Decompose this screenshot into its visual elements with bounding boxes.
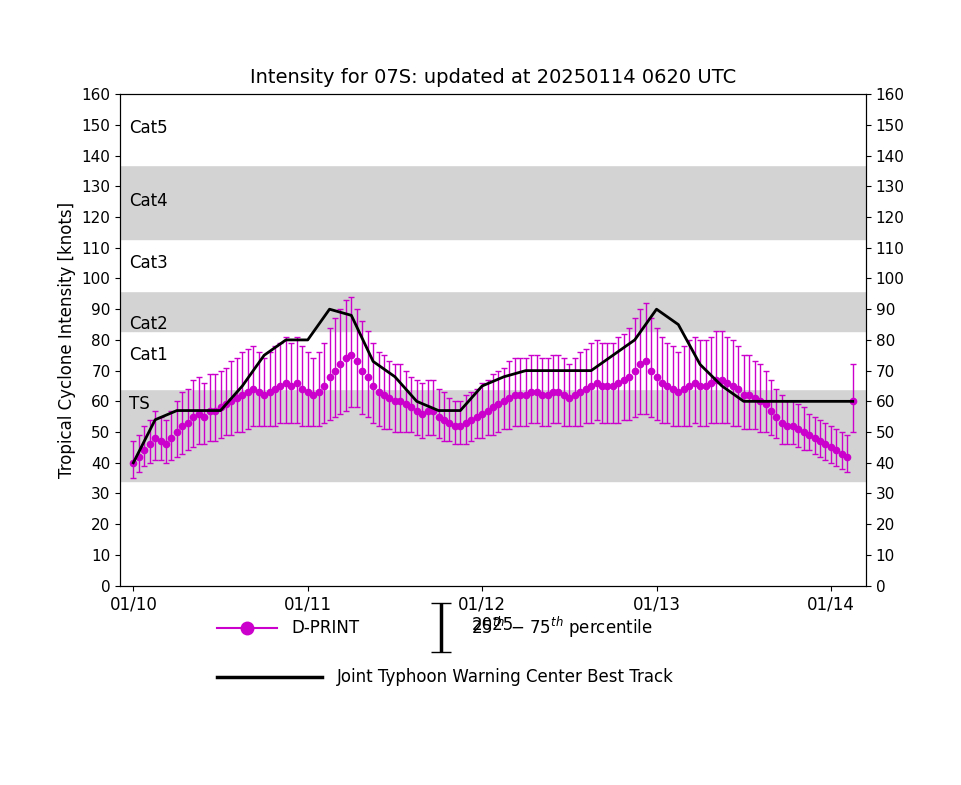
Bar: [120, 290, 865, 330]
Text: Cat2: Cat2: [129, 316, 168, 334]
Text: Joint Typhoon Warning Center Best Track: Joint Typhoon Warning Center Best Track: [336, 668, 673, 686]
Bar: [120, 330, 865, 389]
Text: TS: TS: [129, 395, 150, 413]
Title: Intensity for 07S: updated at 20250114 0620 UTC: Intensity for 07S: updated at 20250114 0…: [250, 68, 735, 87]
Bar: [120, 165, 865, 239]
X-axis label: 2025: 2025: [472, 616, 513, 634]
Text: Cat4: Cat4: [129, 192, 167, 210]
Text: Cat3: Cat3: [129, 254, 168, 272]
Bar: [120, 94, 865, 165]
Bar: [120, 239, 865, 290]
Text: Cat1: Cat1: [129, 346, 168, 364]
Text: 25$^{th}$ $-$ 75$^{th}$ percentile: 25$^{th}$ $-$ 75$^{th}$ percentile: [470, 615, 652, 641]
Text: D-PRINT: D-PRINT: [291, 619, 359, 637]
Bar: [120, 389, 865, 481]
Y-axis label: Tropical Cyclone Intensity [knots]: Tropical Cyclone Intensity [knots]: [58, 202, 76, 478]
Text: Cat5: Cat5: [129, 119, 167, 137]
